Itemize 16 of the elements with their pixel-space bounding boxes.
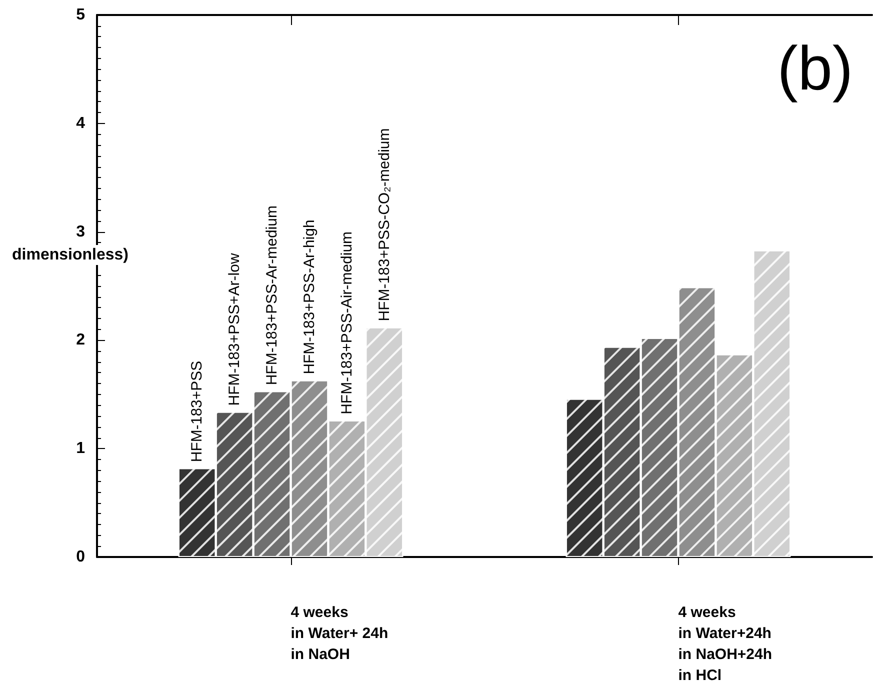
text: HFM-183+PSS+Ar-low (226, 253, 244, 406)
text: HFM-183+PSS-Ar-medium (264, 206, 281, 386)
text: HFM-183+PSS (188, 360, 206, 462)
text: HFM-183+PSS-CO₂-medium (376, 128, 393, 322)
y-tick-label: 1 (76, 440, 86, 458)
y-tick-label: 0 (76, 548, 86, 566)
y-tick-label: 2 (76, 332, 86, 349)
y-tick-label: 4 (76, 114, 86, 132)
y-tick-label: 5 (76, 6, 86, 24)
text: HFM-183+PSS-Air-medium (338, 231, 356, 414)
y-axis-title: dimensionless) (12, 246, 128, 264)
annotation: (b) (777, 34, 854, 104)
x-tick-label: 4 weeks in Water+ 24h in NaOH (290, 604, 388, 663)
y-tick-label: 3 (76, 223, 86, 240)
x-tick-label: 4 weeks in Water+24h in NaOH+24h in HCl (678, 604, 772, 684)
text: HFM-183+PSS-Ar-high (300, 220, 318, 374)
